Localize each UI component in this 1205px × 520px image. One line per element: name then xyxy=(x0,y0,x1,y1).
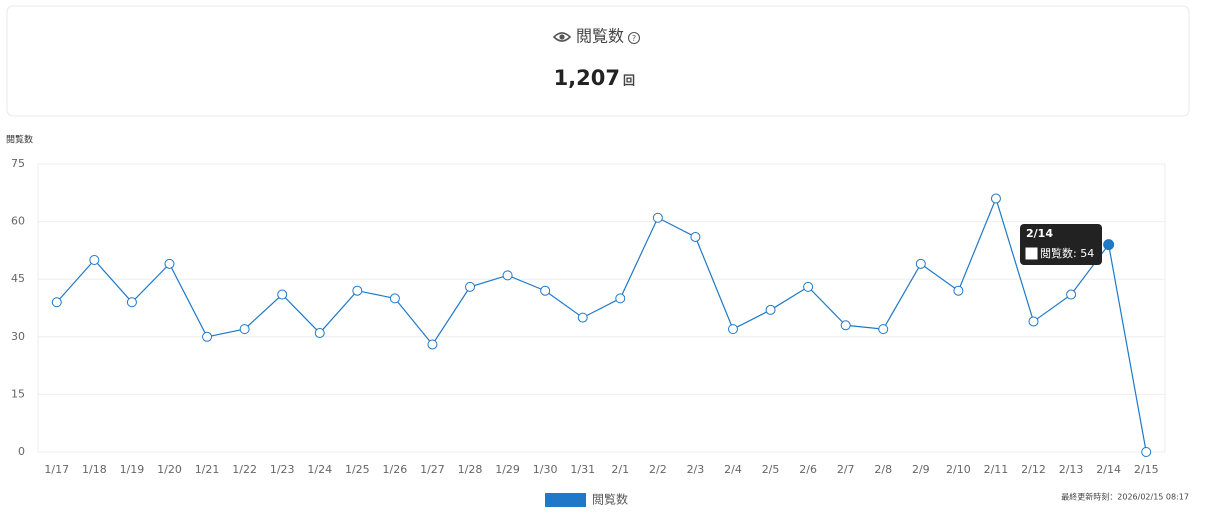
point xyxy=(427,339,438,350)
x-tick-label: 1/25 xyxy=(345,463,370,476)
point xyxy=(840,320,851,331)
point xyxy=(352,285,363,296)
x-tick-label: 2/7 xyxy=(837,463,855,476)
point xyxy=(89,255,100,265)
point xyxy=(164,258,175,269)
point xyxy=(615,293,626,304)
x-tick-label: 1/29 xyxy=(495,463,520,476)
x-tick-label: 1/24 xyxy=(307,463,332,476)
card-title: 閲覧数 xyxy=(576,27,624,46)
eye-icon xyxy=(552,32,572,42)
x-tick-label: 2/14 xyxy=(1096,463,1121,476)
tooltip-part: 閲覧数 xyxy=(1040,246,1073,260)
legend-swatch xyxy=(545,493,586,507)
point xyxy=(51,297,62,308)
point xyxy=(803,281,814,292)
point xyxy=(1103,239,1115,251)
tooltip-part: : xyxy=(1073,247,1080,260)
x-tick-label: 1/17 xyxy=(44,463,69,476)
svg-text:?: ? xyxy=(632,34,636,43)
point xyxy=(502,270,513,281)
point xyxy=(540,285,551,296)
point xyxy=(465,281,476,292)
point xyxy=(126,297,137,308)
point xyxy=(1028,316,1039,327)
tooltip-title: 2/14 xyxy=(1026,227,1053,240)
point xyxy=(277,289,288,300)
x-tick-label: 1/23 xyxy=(270,463,295,476)
y-tick-label: 75 xyxy=(11,157,25,170)
point xyxy=(1141,447,1152,457)
legend-label: 閲覧数 xyxy=(592,492,628,507)
y-tick-label: 15 xyxy=(11,387,25,400)
point xyxy=(314,327,325,338)
x-tick-label: 1/21 xyxy=(195,463,220,476)
x-tick-label: 1/18 xyxy=(82,463,107,476)
y-tick-label: 45 xyxy=(11,272,25,285)
x-tick-label: 2/4 xyxy=(724,463,742,476)
x-tick-label: 2/13 xyxy=(1059,463,1084,476)
tooltip-box xyxy=(1020,224,1102,265)
tooltip: 2/14 閲覧数: 54 xyxy=(1020,224,1102,265)
x-tick-label: 1/26 xyxy=(383,463,408,476)
x-tick-label: 2/10 xyxy=(946,463,971,476)
point xyxy=(690,231,701,242)
x-tick-label: 2/12 xyxy=(1021,463,1046,476)
point xyxy=(990,193,1001,204)
x-tick-label: 1/30 xyxy=(533,463,558,476)
x-tick-label: 2/9 xyxy=(912,463,930,476)
card-unit: 回 xyxy=(623,74,635,88)
point xyxy=(1066,289,1077,300)
point xyxy=(202,331,213,342)
updated-time: 最終更新時刻：2026/02/15 08:17 xyxy=(1061,492,1189,502)
point xyxy=(389,293,400,304)
point xyxy=(577,312,588,323)
x-tick-label: 2/1 xyxy=(611,463,629,476)
point xyxy=(765,304,776,315)
summary-card xyxy=(6,5,1190,117)
x-tick-label: 1/28 xyxy=(458,463,483,476)
y-axis-title: 閲覧数 xyxy=(6,134,33,146)
point xyxy=(878,324,889,335)
point xyxy=(652,212,663,223)
point xyxy=(953,285,964,296)
x-tick-label: 2/15 xyxy=(1134,463,1159,476)
point xyxy=(239,324,250,335)
x-tick-label: 2/2 xyxy=(649,463,667,476)
x-tick-label: 1/22 xyxy=(232,463,257,476)
help-icon[interactable]: ? xyxy=(627,31,641,45)
point xyxy=(915,258,926,269)
y-tick-label: 0 xyxy=(18,445,25,458)
y-tick-label: 30 xyxy=(11,330,25,343)
point xyxy=(727,324,738,335)
x-tick-label: 1/20 xyxy=(157,463,182,476)
tooltip-text: 閲覧数: 54 xyxy=(1040,246,1094,260)
x-tick-label: 1/19 xyxy=(120,463,145,476)
x-tick-label: 2/11 xyxy=(984,463,1009,476)
card-value: 1,207 xyxy=(554,66,620,90)
x-tick-label: 2/8 xyxy=(874,463,892,476)
line xyxy=(56,196,1147,453)
y-tick-label: 60 xyxy=(11,215,25,228)
x-tick-label: 2/3 xyxy=(687,463,705,476)
x-tick-label: 2/6 xyxy=(799,463,817,476)
x-tick-label: 1/27 xyxy=(420,463,445,476)
tooltip-swatch xyxy=(1025,247,1038,260)
x-tick-label: 1/31 xyxy=(570,463,595,476)
tooltip-part: 54 xyxy=(1080,247,1094,260)
x-tick-label: 2/5 xyxy=(762,463,780,476)
